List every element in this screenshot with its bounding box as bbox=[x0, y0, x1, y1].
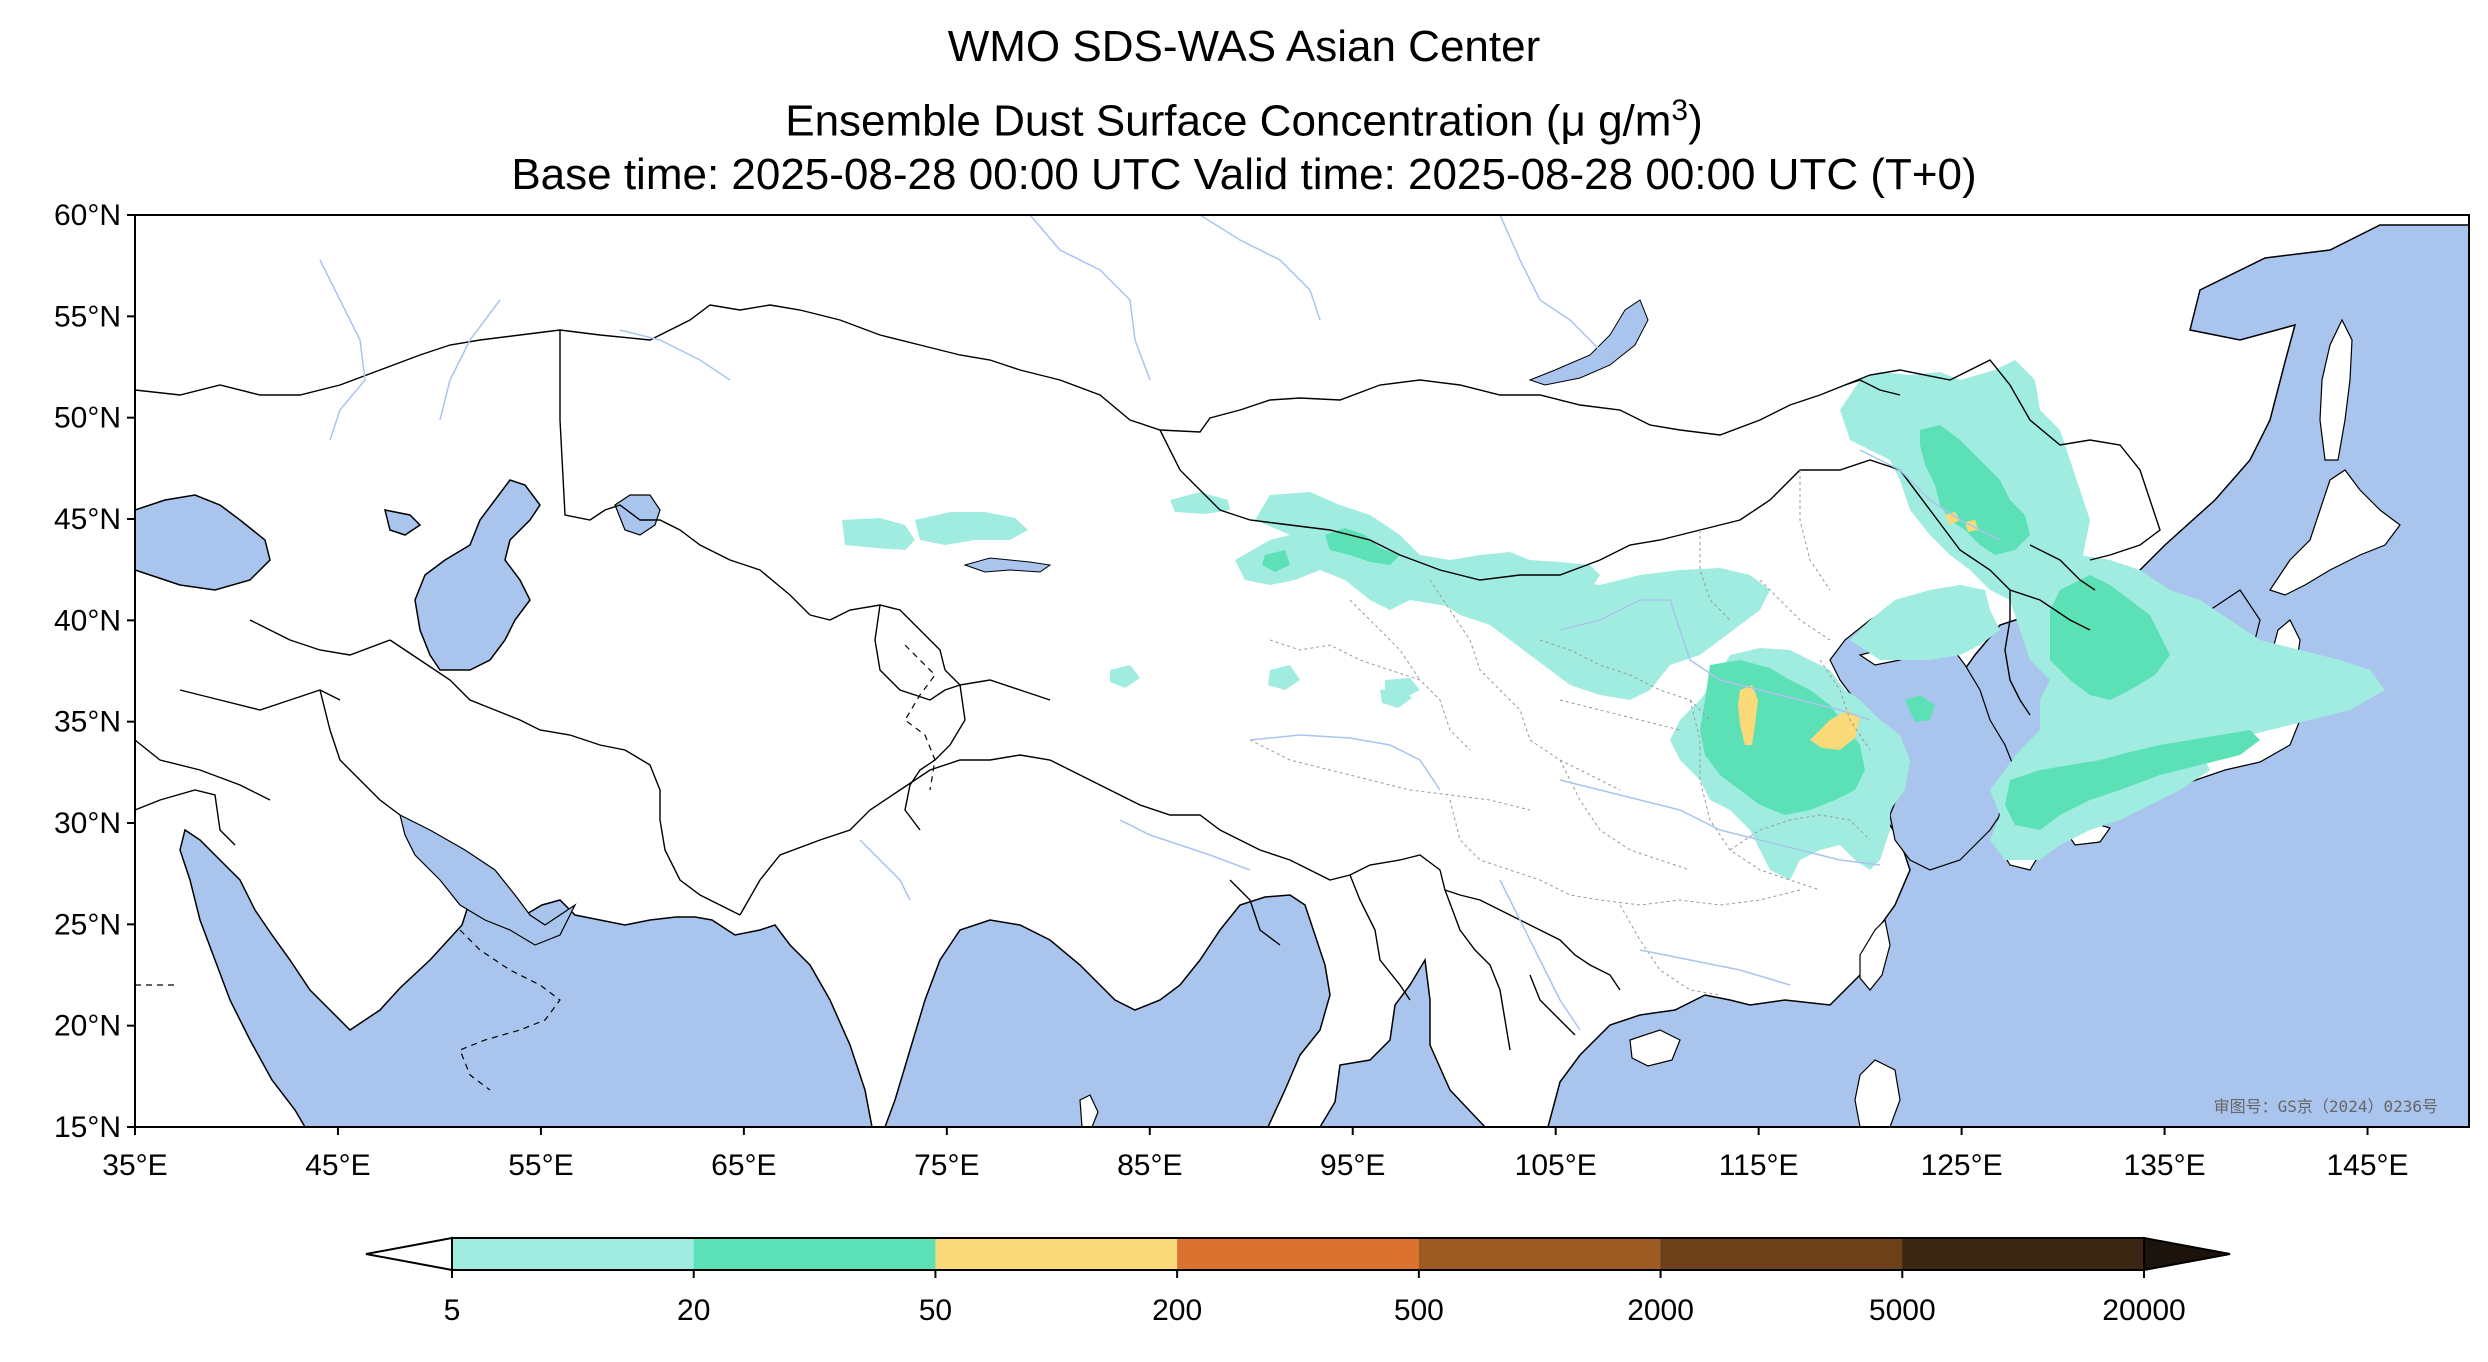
persian-gulf bbox=[399, 813, 577, 946]
colorbar-segment bbox=[1660, 1238, 1903, 1270]
title-line-2: Ensemble Dust Surface Concentration (μ g… bbox=[0, 86, 2488, 147]
dust-contour-50-200 bbox=[1738, 512, 1978, 750]
black-sea bbox=[135, 494, 271, 591]
colorbar-tick-label: 50 bbox=[919, 1294, 952, 1327]
hainan-island bbox=[1629, 1029, 1681, 1067]
lat-tick-label: 15°N bbox=[54, 1111, 121, 1144]
colorbar-segment bbox=[452, 1238, 695, 1270]
province-borders bbox=[1249, 470, 1871, 996]
colorbar-segment bbox=[693, 1238, 936, 1270]
lon-tick-label: 145°E bbox=[2326, 1149, 2408, 1182]
colorbar-tick-label: 2000 bbox=[1627, 1294, 1694, 1327]
lake-baikal bbox=[1528, 299, 1649, 386]
colorbar-over-triangle bbox=[2143, 1236, 2231, 1272]
colorbar-segment bbox=[935, 1238, 1178, 1270]
country-borders bbox=[135, 304, 2161, 1051]
sri-lanka-island bbox=[1079, 1094, 1099, 1127]
colorbar-under-triangle bbox=[365, 1236, 453, 1272]
latitude-axis: 15°N 20°N 25°N 30°N 35°N 40°N 45°N 50°N 55°N 60°N bbox=[54, 199, 135, 1144]
lat-tick-label: 40°N bbox=[54, 604, 121, 637]
sakhalin-island bbox=[2319, 318, 2353, 461]
map-frame bbox=[134, 214, 2470, 1128]
taiwan-island bbox=[1859, 918, 1891, 991]
colorbar-segments bbox=[452, 1238, 2145, 1270]
lat-tick-label: 55°N bbox=[54, 300, 121, 333]
lon-tick-label: 45°E bbox=[305, 1149, 370, 1182]
lat-tick-label: 60°N bbox=[54, 199, 121, 232]
colorbar-segment bbox=[1902, 1238, 2145, 1270]
lat-tick-label: 20°N bbox=[54, 1010, 121, 1043]
colorbar-tick-label: 5 bbox=[444, 1294, 461, 1327]
longitude-axis: 35°E 45°E 55°E 65°E 75°E 85°E 95°E 105°E 115°E 12… bbox=[102, 1127, 2409, 1182]
lon-tick-label: 115°E bbox=[1719, 1149, 1799, 1182]
title-line-3: Base time: 2025-08-28 00:00 UTC Valid ti… bbox=[511, 150, 1977, 199]
map-content: 审图号：GS京（2024）0236号 bbox=[135, 215, 2469, 1127]
lon-tick-label: 105°E bbox=[1515, 1149, 1597, 1182]
lon-tick-label: 125°E bbox=[1921, 1149, 2003, 1182]
colorbar: 5 20 50 200 500 2000 5000 20000 bbox=[365, 1236, 2231, 1327]
colorbar-tick-label: 5000 bbox=[1869, 1294, 1936, 1327]
approval-number: 审图号：GS京（2024）0236号 bbox=[2214, 1097, 2438, 1116]
luzon-island bbox=[1854, 1059, 1901, 1127]
lon-tick-label: 85°E bbox=[1117, 1149, 1182, 1182]
lon-tick-label: 95°E bbox=[1320, 1149, 1385, 1182]
caspian-sea bbox=[383, 479, 541, 671]
lon-tick-label: 55°E bbox=[508, 1149, 573, 1182]
aral-sea bbox=[614, 494, 661, 536]
lake-balkhash bbox=[963, 557, 1052, 573]
colorbar-tick-label: 200 bbox=[1152, 1294, 1202, 1327]
colorbar-tick-label: 20 bbox=[677, 1294, 710, 1327]
colorbar-frame bbox=[451, 1237, 2145, 1271]
lat-tick-label: 25°N bbox=[54, 908, 121, 941]
title-line-1: WMO SDS-WAS Asian Center bbox=[947, 22, 1541, 71]
colorbar-labels: 5 20 50 200 500 2000 5000 20000 bbox=[444, 1270, 2186, 1327]
title-line-2-text: Ensemble Dust Surface Concentration (μ g… bbox=[785, 96, 1672, 146]
colorbar-segment bbox=[1418, 1238, 1662, 1270]
title-line-2-superscript: 3 bbox=[1671, 94, 1689, 127]
dashed-borders bbox=[135, 644, 936, 1091]
japan-hokkaido bbox=[2269, 469, 2401, 596]
lon-tick-label: 65°E bbox=[711, 1149, 776, 1182]
rivers bbox=[319, 215, 2001, 1031]
lat-tick-label: 45°N bbox=[54, 503, 121, 536]
colorbar-tick-label: 500 bbox=[1394, 1294, 1444, 1327]
colorbar-segment bbox=[1177, 1238, 1420, 1270]
lat-tick-label: 30°N bbox=[54, 807, 121, 840]
lon-tick-label: 135°E bbox=[2124, 1149, 2206, 1182]
lon-tick-label: 35°E bbox=[102, 1149, 167, 1182]
lat-tick-label: 35°N bbox=[54, 706, 121, 739]
lon-tick-label: 75°E bbox=[914, 1149, 979, 1182]
colorbar-tick-label: 20000 bbox=[2102, 1294, 2185, 1327]
lat-tick-label: 50°N bbox=[54, 402, 121, 435]
title-line-2-close: ) bbox=[1688, 96, 1703, 146]
